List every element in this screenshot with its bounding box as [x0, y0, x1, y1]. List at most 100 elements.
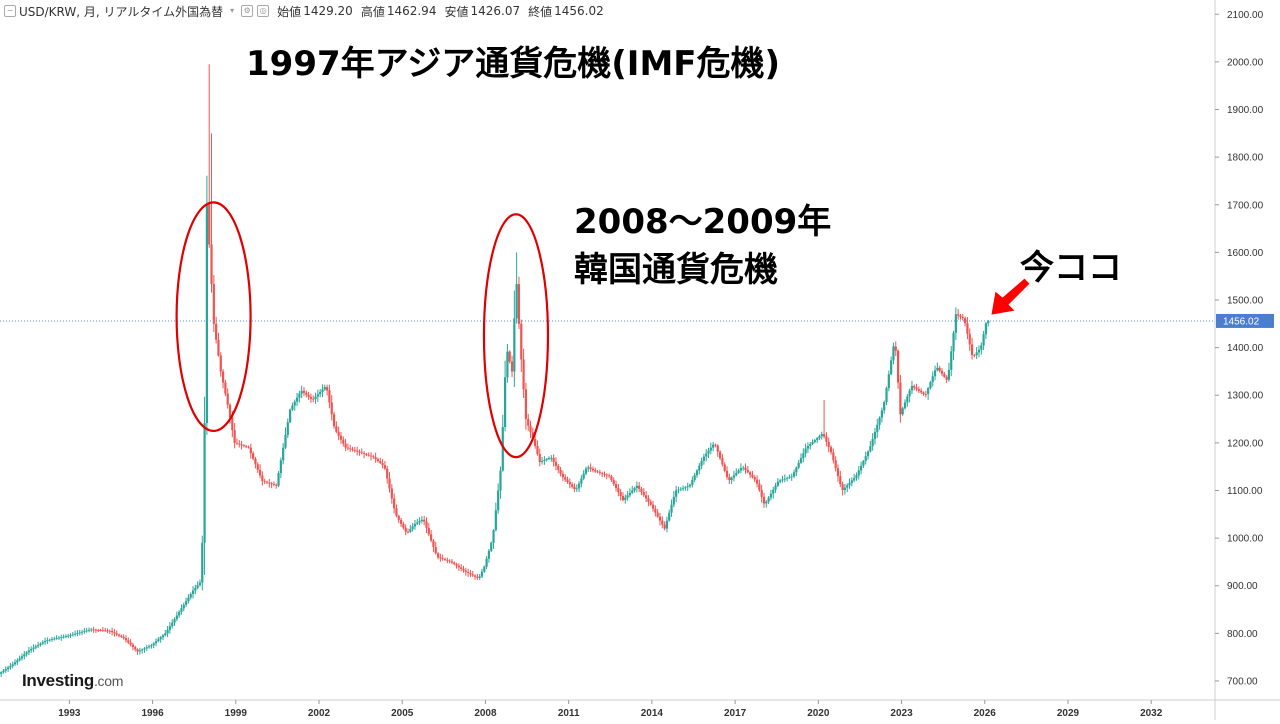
candle-body — [90, 629, 93, 631]
candle-body — [779, 480, 782, 482]
candle-body — [242, 445, 245, 447]
last-price-label: 1456.02 — [1223, 316, 1260, 327]
candle-body — [2, 670, 5, 673]
candle-body — [217, 339, 220, 356]
candle-body — [62, 636, 65, 638]
candle-body — [612, 480, 615, 485]
candle-body — [351, 449, 354, 451]
candle-body — [846, 485, 849, 488]
candle-body — [175, 615, 178, 620]
candle-body — [254, 458, 257, 465]
candle-body — [878, 417, 881, 425]
candle-body — [372, 456, 375, 458]
candle-body — [344, 443, 347, 448]
x-tick-label: 2002 — [308, 708, 331, 719]
candle-body — [783, 478, 786, 480]
candle-body — [353, 450, 356, 451]
candle-body — [769, 493, 773, 498]
candle-body — [658, 516, 662, 521]
y-tick-label: 1500.00 — [1227, 296, 1264, 307]
candle-body — [705, 453, 708, 457]
candle-body — [247, 446, 250, 448]
annotation-2008-line1: 2008～2009年 — [574, 202, 832, 242]
candle-body — [774, 485, 777, 490]
candle-body — [48, 639, 51, 641]
candle-body — [393, 498, 396, 509]
candle-body — [205, 204, 208, 424]
candle-body — [55, 638, 58, 639]
y-tick-label: 1600.00 — [1227, 248, 1264, 259]
candle-body — [108, 630, 111, 632]
candle-body — [261, 475, 264, 481]
candle-body — [111, 630, 114, 633]
candle-body — [524, 389, 527, 420]
candle-body — [148, 646, 151, 648]
candle-body — [753, 477, 756, 480]
candle-body — [684, 487, 687, 488]
settings-icon[interactable]: ⚙ — [241, 5, 254, 17]
candle-body — [467, 571, 470, 574]
candle-body — [349, 448, 352, 450]
y-tick-label: 1000.00 — [1227, 534, 1264, 545]
candle-body — [335, 426, 338, 432]
x-tick-label: 2020 — [807, 708, 830, 719]
candle-body — [624, 497, 627, 500]
candle-body — [215, 323, 218, 340]
candle-body — [117, 634, 121, 636]
candle-body — [573, 486, 576, 490]
candle-body — [575, 488, 578, 490]
candle-body — [654, 508, 657, 513]
candle-body — [145, 647, 148, 649]
candle-body — [859, 465, 863, 471]
candle-body — [619, 492, 622, 497]
candle-body — [212, 284, 215, 324]
candle-body — [265, 481, 269, 483]
y-tick-label: 1300.00 — [1227, 391, 1264, 402]
candle-body — [848, 482, 851, 486]
candle-body — [219, 355, 222, 372]
candle-body — [651, 504, 655, 509]
candle-body — [728, 477, 731, 480]
candle-body — [936, 367, 939, 371]
candle-body — [742, 467, 745, 469]
candle-body — [712, 444, 715, 448]
candle-body — [920, 390, 923, 393]
candle-body — [312, 398, 315, 400]
candle-body — [113, 632, 116, 634]
candle-body — [892, 346, 895, 361]
candle-body — [450, 561, 454, 563]
x-tick-label: 1999 — [225, 708, 248, 719]
candle-body — [608, 475, 611, 477]
candle-body — [931, 376, 934, 383]
collapse-icon[interactable]: − — [4, 5, 16, 17]
candle-body — [758, 483, 761, 491]
candle-body — [834, 460, 837, 469]
candle-body — [362, 453, 366, 454]
candle-body — [947, 369, 951, 380]
candle-body — [730, 477, 733, 480]
candle-body — [522, 359, 525, 390]
candle-body — [416, 522, 419, 524]
candle-body — [744, 467, 747, 470]
candle-body — [751, 474, 754, 478]
candle-body — [677, 489, 680, 491]
candle-body — [154, 641, 158, 644]
candle-body — [490, 542, 493, 551]
candle-body — [383, 465, 386, 469]
candle-body — [330, 402, 333, 415]
dropdown-chevron-icon[interactable]: ▾ — [230, 6, 235, 15]
candle-body — [670, 504, 673, 513]
candle-body — [829, 447, 833, 453]
candle-body — [961, 316, 964, 319]
candle-body — [492, 530, 495, 543]
candle-body — [901, 408, 904, 415]
candle-body — [668, 512, 671, 521]
hide-icon[interactable]: ◎ — [257, 5, 270, 17]
candle-body — [836, 468, 840, 477]
candle-body — [691, 480, 694, 485]
candle-body — [379, 461, 382, 464]
candle-body — [448, 560, 451, 562]
candle-body — [688, 484, 692, 487]
candle-body — [78, 632, 81, 634]
